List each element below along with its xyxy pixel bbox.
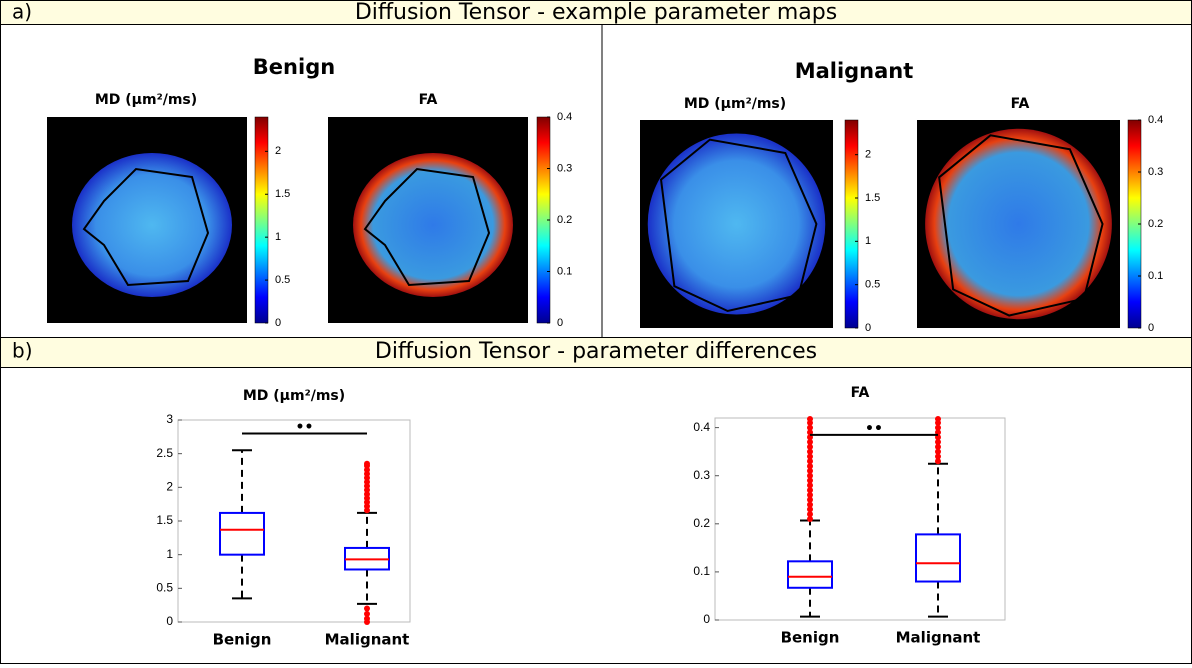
map-title: FA xyxy=(1011,96,1030,112)
y-tick-label: 0 xyxy=(703,612,710,626)
colorbar-tick-label: 0.1 xyxy=(557,265,572,277)
plot-area xyxy=(715,418,1005,620)
colorbar-tick-label: 1.5 xyxy=(275,188,290,200)
panel-label: a) xyxy=(12,0,32,24)
chart-title: FA xyxy=(851,385,870,401)
colorbar-tick-label: 0 xyxy=(275,317,281,329)
x-tick-label: Benign xyxy=(781,629,840,647)
y-tick-label: 1 xyxy=(166,547,173,561)
map-title: MD (µm²/ms) xyxy=(684,96,786,112)
colorbar-tick-label: 0.3 xyxy=(1148,166,1163,178)
outlier xyxy=(935,416,941,422)
colorbar-tick-label: 0 xyxy=(865,322,871,334)
colorbar-tick-label: 0.4 xyxy=(557,111,572,123)
outlier xyxy=(364,619,370,625)
group-title: Malignant xyxy=(795,59,914,83)
box xyxy=(788,561,832,587)
colorbar-tick-label: 0.2 xyxy=(1148,218,1163,230)
colorbar xyxy=(255,117,268,323)
colorbar-tick-label: 1 xyxy=(275,231,281,243)
y-tick-label: 0 xyxy=(166,614,173,628)
colorbar-tick-label: 1 xyxy=(865,235,871,247)
tissue xyxy=(353,153,513,297)
x-tick-label: Malignant xyxy=(325,631,410,649)
colorbar-tick-label: 2 xyxy=(865,149,871,161)
colorbar-tick-label: 0.1 xyxy=(1148,270,1163,282)
significance-label: •• xyxy=(865,421,883,437)
y-tick-label: 0.5 xyxy=(156,581,173,595)
colorbar-tick-label: 0.5 xyxy=(275,274,290,286)
y-tick-label: 2 xyxy=(166,480,173,494)
outlier xyxy=(364,606,370,612)
panel-title: Diffusion Tensor - example parameter map… xyxy=(355,0,837,25)
y-tick-label: 0.1 xyxy=(693,564,710,578)
group-title: Benign xyxy=(253,55,335,79)
tissue xyxy=(648,133,826,314)
y-tick-label: 0.3 xyxy=(693,468,710,482)
box xyxy=(916,534,960,581)
colorbar-tick-label: 0 xyxy=(557,317,563,329)
map-title: MD (µm²/ms) xyxy=(95,92,197,108)
y-tick-label: 0.4 xyxy=(693,420,710,434)
tissue xyxy=(72,153,232,297)
colorbar-tick-label: 1.5 xyxy=(865,192,880,204)
box xyxy=(220,513,264,555)
colorbar-tick-label: 0.4 xyxy=(1148,114,1163,126)
outlier xyxy=(807,416,813,422)
panel-label: b) xyxy=(12,339,33,363)
figure: a) Diffusion Tensor - example parameter … xyxy=(0,0,1192,664)
chart-title: MD (µm²/ms) xyxy=(243,388,345,404)
colorbar-tick-label: 2 xyxy=(275,145,281,157)
outlier xyxy=(364,461,370,467)
x-tick-label: Malignant xyxy=(896,629,981,647)
x-tick-label: Benign xyxy=(213,631,272,649)
plot-area xyxy=(178,420,410,622)
panel-title: Diffusion Tensor - parameter differences xyxy=(375,339,817,364)
colorbar-tick-label: 0 xyxy=(1148,322,1154,334)
y-tick-label: 1.5 xyxy=(156,513,173,527)
y-tick-label: 0.2 xyxy=(693,516,710,530)
colorbar-tick-label: 0.3 xyxy=(557,162,572,174)
y-tick-label: 3 xyxy=(166,412,173,426)
y-tick-label: 2.5 xyxy=(156,446,173,460)
tissue xyxy=(925,129,1112,319)
significance-label: •• xyxy=(296,419,314,435)
colorbar-tick-label: 0.2 xyxy=(557,214,572,226)
map-title: FA xyxy=(419,92,438,108)
colorbar-tick-label: 0.5 xyxy=(865,279,880,291)
colorbar xyxy=(845,120,858,328)
